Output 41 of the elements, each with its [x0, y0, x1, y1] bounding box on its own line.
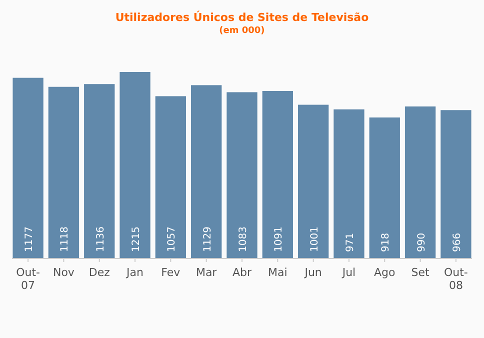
x-tick-label: Mar: [196, 266, 218, 279]
x-tick-label: Mai: [268, 266, 288, 279]
data-label: 1136: [95, 226, 106, 252]
x-tick-label: Jun: [304, 266, 322, 279]
x-tick-label: Ago: [374, 266, 396, 279]
x-tick-label: Nov: [52, 266, 75, 279]
bar: [334, 109, 364, 258]
data-label: 918: [380, 232, 392, 252]
chart-title: Utilizadores Únicos de Sites de Televisão: [115, 10, 370, 24]
bar: [369, 117, 400, 258]
x-tick-label: Out-08: [444, 266, 468, 292]
data-label: 1177: [24, 226, 36, 252]
data-label: 966: [452, 232, 463, 252]
x-tick-label: Set: [411, 266, 430, 279]
bar: [262, 90, 293, 258]
data-label: 1091: [274, 226, 285, 252]
chart-subtitle: (em 000): [219, 26, 265, 36]
data-label: 1118: [60, 226, 71, 252]
bar: [120, 72, 150, 258]
bar: [12, 78, 44, 258]
data-label: 990: [416, 232, 428, 252]
bar: [404, 106, 436, 258]
x-tick-label: Jan: [126, 266, 144, 279]
x-tick-label: Out-07: [16, 266, 40, 292]
data-label: 1001: [309, 226, 320, 252]
x-tick-label: Dez: [88, 266, 110, 279]
bar: [48, 86, 80, 258]
bar: [191, 85, 222, 258]
bar: [440, 110, 472, 258]
data-label: 1215: [131, 226, 142, 252]
bar: [84, 84, 115, 258]
data-label: 971: [344, 232, 356, 252]
x-tick-label: Fev: [161, 266, 181, 279]
bar: [155, 96, 186, 258]
x-tick-label: Abr: [232, 266, 252, 279]
data-label: 1057: [166, 226, 178, 252]
x-tick-label: Jul: [341, 266, 356, 279]
data-label: 1129: [202, 226, 214, 252]
bar: [298, 104, 329, 258]
bar: [226, 92, 258, 258]
data-label: 1083: [238, 226, 249, 252]
